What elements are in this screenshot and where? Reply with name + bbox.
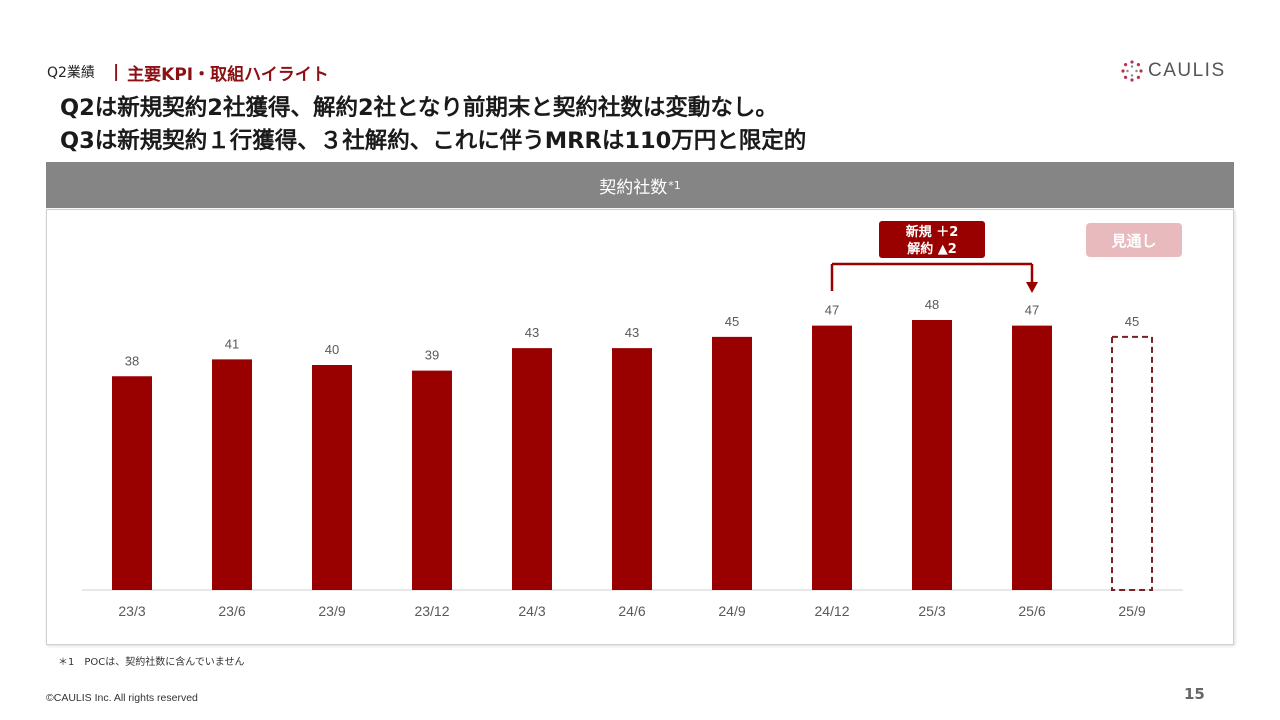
data-label: 40: [325, 342, 339, 357]
breadcrumb-section: Q2業績: [47, 65, 95, 81]
x-tick-label: 25/6: [1018, 603, 1045, 619]
data-label: 45: [725, 314, 739, 329]
x-tick-label: 23/6: [218, 603, 245, 619]
data-label: 47: [825, 303, 839, 318]
x-tick-label: 23/3: [118, 603, 145, 619]
bar: [912, 320, 952, 590]
bar: [712, 336, 752, 590]
bar: [312, 365, 352, 590]
annotation-box: [879, 221, 985, 258]
x-tick-label: 24/3: [518, 603, 545, 619]
x-tick-label: 23/12: [414, 603, 449, 619]
x-tick-label: 25/3: [918, 603, 945, 619]
x-tick-label: 24/12: [814, 603, 849, 619]
bar: [512, 348, 552, 590]
x-tick-label: 25/9: [1118, 603, 1145, 619]
caulis-logo-icon: [1121, 60, 1143, 82]
annotation-new-text: 新規 ＋2: [906, 224, 959, 240]
data-label: 47: [1025, 303, 1039, 318]
data-label: 45: [1125, 314, 1139, 329]
bar: [212, 359, 252, 590]
x-tick-label: 24/9: [718, 603, 745, 619]
logo-text: CAULIS: [1148, 60, 1226, 81]
footnote: ＊1 POCは、契約社数に含んでいません: [58, 657, 245, 668]
headline: Q2は新規契約2社獲得、解約2社となり前期末と契約社数は変動なし。 Q3は新規契…: [60, 92, 806, 158]
chart-title: 契約社数: [599, 177, 668, 198]
chart-title-footnote-marker: *1: [668, 178, 681, 192]
annotation-arrow-head: [1026, 282, 1038, 293]
breadcrumb-title: 主要KPI・取組ハイライト: [127, 64, 329, 85]
x-tick-label: 23/9: [318, 603, 345, 619]
data-label: 48: [925, 297, 939, 312]
headline-line-1: Q2は新規契約2社獲得、解約2社となり前期末と契約社数は変動なし。: [60, 95, 778, 121]
x-tick-label: 24/6: [618, 603, 645, 619]
bar: [112, 376, 152, 590]
data-label: 43: [625, 325, 639, 340]
headline-line-2: Q3は新規契約１行獲得、３社解約、これに伴うMRRは110万円と限定的: [60, 128, 807, 154]
forecast-badge: [1086, 223, 1182, 257]
company-logo: CAULIS: [1120, 57, 1226, 85]
data-label: 38: [125, 353, 139, 368]
chart-header: 契約社数 *1: [46, 162, 1234, 208]
data-label: 39: [425, 348, 439, 363]
data-label: 41: [225, 336, 239, 351]
bar: [812, 325, 852, 590]
breadcrumb: Q2業績 | 主要KPI・取組ハイライト: [47, 60, 329, 85]
data-label: 43: [525, 325, 539, 340]
breadcrumb-separator: |: [112, 62, 120, 82]
page-number: 15: [1184, 685, 1205, 703]
bar: [412, 370, 452, 590]
copyright: ©CAULIS Inc. All rights reserved: [46, 692, 198, 704]
forecast-badge-label: 見通し: [1110, 232, 1156, 250]
bar: [612, 348, 652, 590]
forecast-bar: [1111, 335, 1153, 591]
bar: [1012, 325, 1052, 590]
annotation-churn-text: 解約 ▲2: [906, 241, 957, 257]
